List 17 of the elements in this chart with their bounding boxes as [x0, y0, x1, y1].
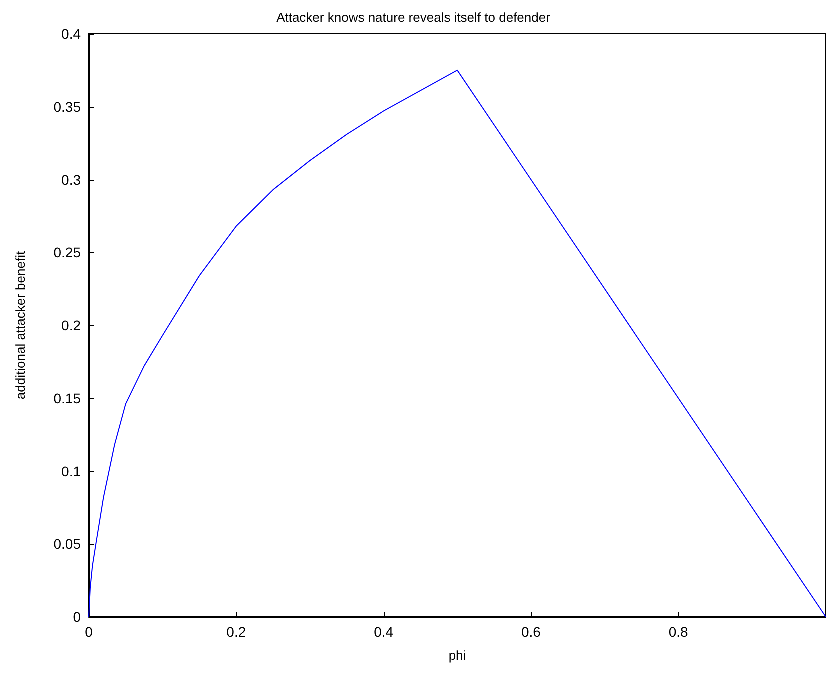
x-tick-label: 0: [85, 624, 94, 640]
y-tick-label: 0: [73, 609, 82, 625]
y-tick-label: 0.2: [62, 318, 82, 334]
x-tick-label: 0.4: [374, 624, 394, 640]
x-tick-label: 0.8: [668, 624, 689, 640]
y-axis-title: additional attacker benefit: [13, 251, 28, 400]
y-tick-label: 0.1: [62, 463, 82, 480]
x-tick-label: 0.6: [521, 624, 542, 640]
y-tick-label: 0.15: [54, 390, 82, 406]
x-axis-title: phi: [448, 648, 466, 663]
y-tick-label: 0.3: [62, 172, 82, 188]
y-tick-label: 0.05: [54, 536, 82, 552]
chart-title: Attacker knows nature reveals itself to defender: [276, 10, 552, 25]
y-tick-label: 0.25: [54, 244, 82, 261]
y-tick-label: 0.4: [62, 26, 82, 42]
y-tick-label: 0.35: [54, 98, 82, 115]
x-tick-label: 0.2: [226, 624, 246, 640]
